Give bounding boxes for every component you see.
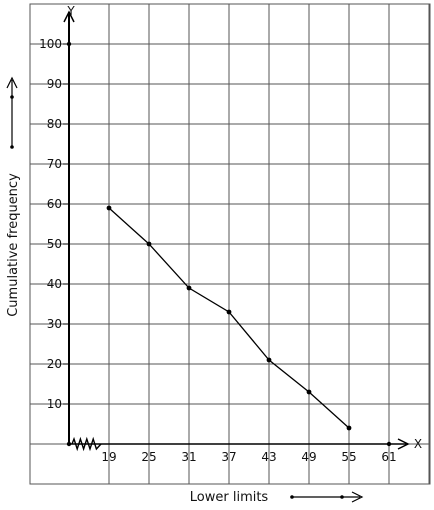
axis-break-zigzag	[71, 436, 102, 452]
x-axis-letter: X	[414, 437, 422, 451]
y-tick-label: 30	[47, 317, 62, 331]
x-axis-arrow	[397, 438, 410, 450]
data-point	[226, 309, 232, 315]
x-tick-label: 61	[381, 450, 396, 464]
y-tick-label: 80	[47, 117, 62, 131]
x-tick-label: 37	[221, 450, 236, 464]
x-axis-label: Lower limits	[190, 490, 269, 505]
y-label-arrow-head	[6, 76, 18, 89]
y-axis-arrow	[63, 10, 75, 23]
chart-ticks: 10 20 30 40 50 60 70 80 90 100 19 25 31 37 43 49 55 61	[39, 37, 397, 464]
data-point	[266, 357, 272, 363]
y-axis-label: Cumulative frequency	[6, 173, 21, 317]
data-point	[146, 241, 152, 247]
y-axis-letter: Y	[66, 4, 75, 18]
y-label-arrow-dot	[10, 95, 14, 99]
x-label-arrow-head	[351, 491, 364, 503]
chart-axes	[6, 10, 410, 503]
chart-grid	[29, 3, 431, 485]
y-tick-label: 10	[47, 397, 62, 411]
y-label-arrow-dot	[10, 145, 14, 149]
x-tick-label: 31	[181, 450, 196, 464]
y-tick-label: 60	[47, 197, 62, 211]
y-tick-label: 20	[47, 357, 62, 371]
x-tick-label: 55	[341, 450, 356, 464]
origin-dot	[66, 441, 72, 447]
y-tick-label: 100	[39, 37, 62, 51]
data-point	[346, 425, 352, 431]
y-tick-label: 50	[47, 237, 62, 251]
y-tick-label: 40	[47, 277, 62, 291]
data-point	[306, 389, 312, 395]
x-tick-label: 49	[301, 450, 316, 464]
x-tick-label: 25	[141, 450, 156, 464]
x-tick-label: 19	[101, 450, 116, 464]
x-tick-label: 43	[261, 450, 276, 464]
data-point	[106, 205, 112, 211]
y-tick-label: 70	[47, 157, 62, 171]
y-tick-label: 90	[47, 77, 62, 91]
chart-series	[106, 205, 352, 431]
x-axis-end-dot	[386, 441, 392, 447]
x-label-arrow-dot	[290, 495, 294, 499]
data-point	[186, 285, 192, 291]
x-label-arrow-dot	[340, 495, 344, 499]
